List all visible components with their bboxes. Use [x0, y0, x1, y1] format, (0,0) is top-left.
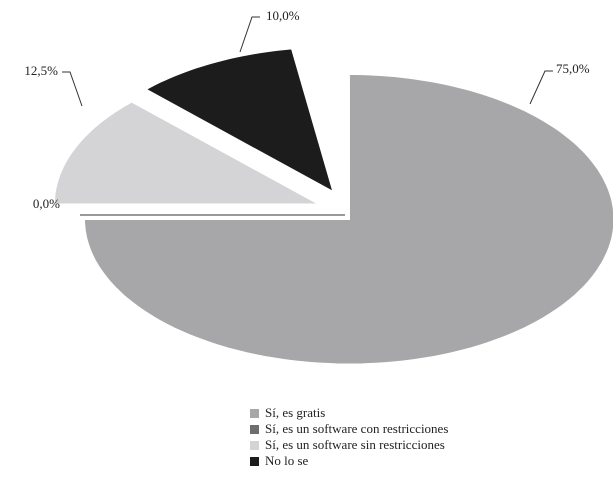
- leader-line: [62, 71, 83, 107]
- value-label: 10,0%: [266, 8, 300, 23]
- pie-slice: [83, 73, 613, 365]
- legend-swatch: [250, 457, 259, 466]
- pie-slice: [53, 100, 320, 206]
- legend-label: Sí, es un software con restricciones: [265, 421, 448, 436]
- legend-label: Sí, es un software sin restricciones: [265, 437, 445, 452]
- legend-swatch: [250, 441, 259, 450]
- legend-swatch: [250, 409, 259, 418]
- pie-slice: [144, 47, 335, 194]
- value-label: 0,0%: [33, 196, 60, 211]
- value-label: 75,0%: [556, 61, 590, 76]
- legend-label: Sí, es gratis: [265, 405, 325, 420]
- leader-line: [239, 16, 260, 53]
- legend-swatch: [250, 425, 259, 434]
- leader-line: [529, 70, 553, 105]
- legend-label: No lo se: [265, 453, 309, 468]
- value-label: 12,5%: [24, 63, 58, 78]
